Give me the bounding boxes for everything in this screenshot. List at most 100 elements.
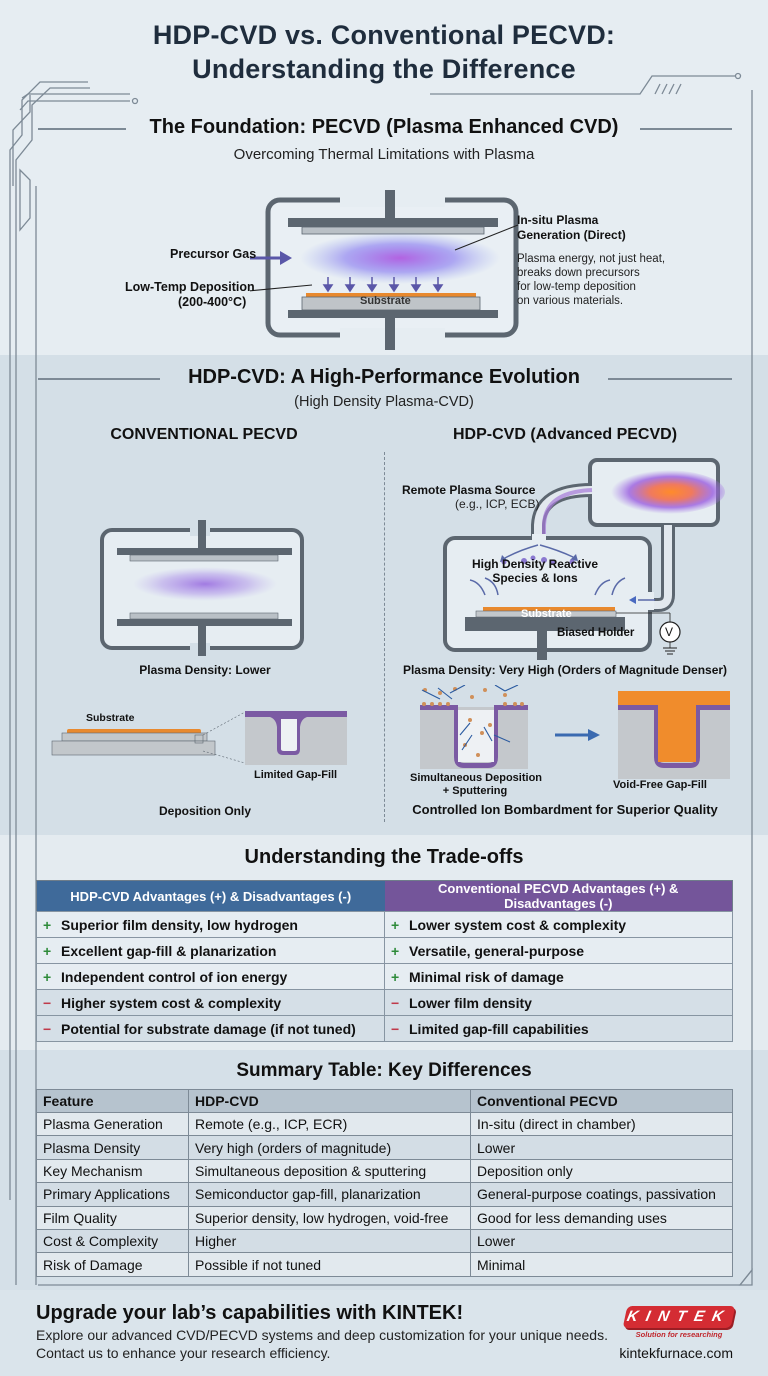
kintek-logo[interactable]: KINTEK xyxy=(622,1306,736,1328)
conventional-column-header: Conventional PECVD Advantages (+) & Disa… xyxy=(384,880,733,912)
heading-rule-right xyxy=(608,378,732,380)
cell-text: Limited gap-fill capabilities xyxy=(409,1020,589,1037)
cell-text: Versatile, general-purpose xyxy=(409,942,585,959)
table-row: + Independent control of ion energy + Mini… xyxy=(36,963,733,990)
table-row: Cost & Complexity Higher Lower xyxy=(36,1228,733,1254)
summary-heading: Summary Table: Key Differences xyxy=(236,1060,532,1081)
footer-cta-title: Upgrade your lab’s capabilities with KIN… xyxy=(36,1302,464,1324)
conv-cell: General-purpose coatings, passivation xyxy=(470,1182,733,1207)
simultaneous-deposition-label: Simultaneous Deposition + Sputtering xyxy=(410,772,543,798)
cell-text: Potential for substrate damage (if not t… xyxy=(61,1020,356,1037)
plus-icon: + xyxy=(391,942,400,959)
column-header-conventional: Conventional PECVD xyxy=(470,1089,733,1113)
low-temp-label: Low-Temp Deposition xyxy=(125,280,255,294)
substrate-label: Substrate xyxy=(86,712,135,724)
hdp-chamber-diagram xyxy=(443,458,725,660)
column-header-feature: Feature xyxy=(36,1089,189,1113)
gap-fill-sequence-diagram xyxy=(420,685,730,779)
hdp-column-header: HDP-CVD Advantages (+) & Disadvantages (… xyxy=(36,880,385,912)
feature-cell: Plasma Density xyxy=(36,1135,189,1160)
conv-cell: + Versatile, general-purpose xyxy=(384,937,733,964)
label-line: + Sputtering xyxy=(442,785,508,797)
footer-line-2: Contact us to enhance your research effi… xyxy=(36,1345,331,1361)
pecvd-chamber-diagram xyxy=(250,190,519,350)
feature-cell: Plasma Generation xyxy=(36,1111,189,1137)
heading-rule-left xyxy=(38,128,126,130)
heading-rule-right xyxy=(640,128,732,130)
void-free-label: Void-Free Gap-Fill xyxy=(613,779,707,791)
conv-cell: + Lower system cost & complexity xyxy=(384,911,733,938)
conv-cell: + Minimal risk of damage xyxy=(384,963,733,990)
ion-bombardment-label: Controlled Ion Bombardment for Superior … xyxy=(412,802,718,817)
title-line-2: Understanding the Difference xyxy=(192,54,576,84)
minus-icon: − xyxy=(391,994,400,1011)
hdp-advanced-title: HDP-CVD (Advanced PECVD) xyxy=(452,426,678,443)
table-row: Plasma Generation Remote (e.g., ICP, ECR)… xyxy=(36,1111,733,1137)
kintek-tagline: Solution for researching xyxy=(635,1330,723,1339)
cell-text: Lower film density xyxy=(409,994,532,1011)
biased-holder-label: Biased Holder xyxy=(557,627,635,639)
table-row: + Excellent gap-fill & planarization + Ver… xyxy=(36,937,733,964)
limited-gap-fill-label: Limited Gap-Fill xyxy=(254,769,338,781)
cell-text: Lower system cost & complexity xyxy=(409,916,627,933)
conv-cell: Deposition only xyxy=(470,1158,733,1184)
summary-table: Feature HDP-CVD Conventional PECVD Plasm… xyxy=(36,1089,733,1277)
cell-text: Superior film density, low hydrogen xyxy=(61,916,298,933)
desc-line: for low-temp deposition xyxy=(517,281,636,293)
table-row: Risk of Damage Possible if not tuned Minim… xyxy=(36,1252,733,1277)
plasma-description: Plasma energy, not just heat, breaks dow… xyxy=(517,252,665,308)
heading-rule-left xyxy=(38,378,160,380)
hdp-cell: Superior density, low hydrogen, void-fre… xyxy=(188,1205,471,1230)
feature-cell: Primary Applications xyxy=(36,1182,189,1207)
deposition-only-label: Deposition Only xyxy=(158,804,251,818)
precursor-gas-label: Precursor Gas xyxy=(170,247,257,261)
foundation-heading: The Foundation: PECVD (Plasma Enhanced C… xyxy=(149,116,619,138)
desc-line: on various materials. xyxy=(517,295,624,307)
table-row: + Superior film density, low hydrogen + Lo… xyxy=(36,911,733,938)
hdp-cell: Semiconductor gap-fill, planarization xyxy=(188,1182,471,1207)
table-row: Film Quality Superior density, low hydrog… xyxy=(36,1205,733,1230)
plus-icon: + xyxy=(43,916,52,933)
conv-cell: − Limited gap-fill capabilities xyxy=(384,1015,733,1042)
plus-icon: + xyxy=(43,968,52,985)
limited-gap-fill-diagram xyxy=(51,711,347,765)
voltmeter-icon: V xyxy=(665,625,674,639)
cell-text: Minimal risk of damage xyxy=(409,968,564,985)
conv-cell: Lower xyxy=(470,1228,733,1254)
feature-cell: Film Quality xyxy=(36,1205,189,1230)
conv-cell: − Lower film density xyxy=(384,989,733,1016)
conventional-density-label: Plasma Density: Lower xyxy=(139,663,271,677)
table-row: Plasma Density Very high (orders of magni… xyxy=(36,1135,733,1160)
plus-icon: + xyxy=(43,942,52,959)
hdp-cell: Higher xyxy=(188,1228,471,1254)
insitu-label-1: In-situ Plasma xyxy=(517,213,599,227)
tradeoffs-table: HDP-CVD Advantages (+) & Disadvantages (… xyxy=(36,880,733,1042)
column-header-hdp: HDP-CVD xyxy=(188,1089,471,1113)
footer-section-bg xyxy=(0,1290,768,1376)
reactive-species-label-2: Species & Ions xyxy=(492,571,578,585)
hdp-cell: + Excellent gap-fill & planarization xyxy=(36,937,385,964)
table-row: Key Mechanism Simultaneous deposition & s… xyxy=(36,1158,733,1184)
hdp-subheading: (High Density Plasma-CVD) xyxy=(294,394,474,410)
foundation-subheading: Overcoming Thermal Limitations with Plas… xyxy=(233,146,535,163)
tradeoffs-heading: Understanding the Trade-offs xyxy=(244,846,524,868)
conventional-chamber-diagram xyxy=(100,520,304,656)
hdp-cell: + Independent control of ion energy xyxy=(36,963,385,990)
column-divider xyxy=(384,452,385,822)
website-link[interactable]: kintekfurnace.com xyxy=(619,1345,733,1361)
cell-text: Excellent gap-fill & planarization xyxy=(61,942,277,959)
hdp-heading: HDP-CVD: A High-Performance Evolution xyxy=(188,366,580,388)
hdp-cell: + Superior film density, low hydrogen xyxy=(36,911,385,938)
remote-plasma-label: Remote Plasma Source xyxy=(402,483,536,497)
desc-line: Plasma energy, not just heat, xyxy=(517,253,666,265)
temp-range-label: (200-400°C) xyxy=(178,295,247,309)
table-row: − Potential for substrate damage (if not … xyxy=(36,1015,733,1042)
hdp-cell: − Higher system cost & complexity xyxy=(36,989,385,1016)
reactive-species-label-1: High Density Reactive xyxy=(471,557,599,571)
minus-icon: − xyxy=(43,1020,52,1037)
hdp-cell: Very high (orders of magnitude) xyxy=(188,1135,471,1160)
feature-cell: Risk of Damage xyxy=(36,1252,189,1277)
hdp-cell: Remote (e.g., ICP, ECR) xyxy=(188,1111,471,1137)
cell-text: Independent control of ion energy xyxy=(61,968,288,985)
label-line: Simultaneous Deposition xyxy=(410,772,543,784)
